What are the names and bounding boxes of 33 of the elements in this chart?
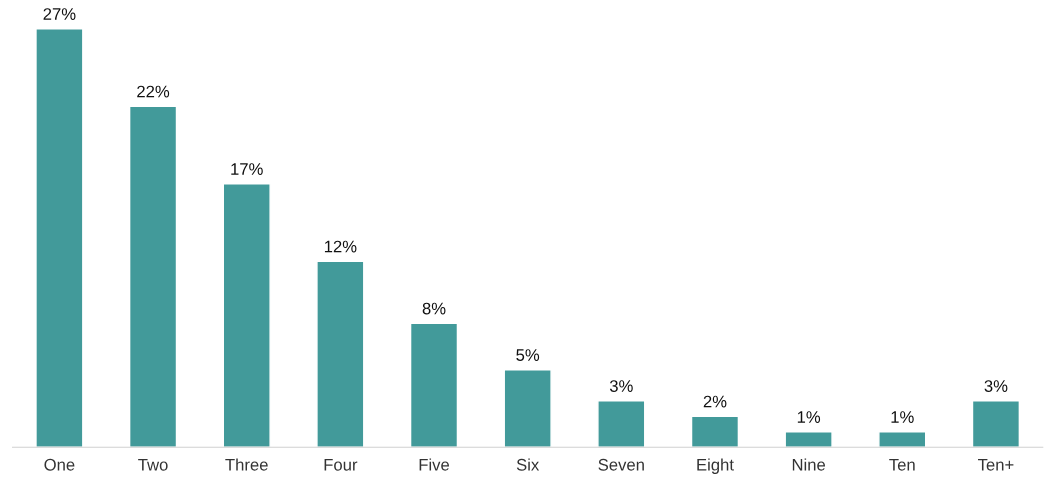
x-tick-label: Two [138, 459, 168, 471]
data-label: 8% [422, 302, 446, 315]
x-tick-label: Three [225, 458, 268, 471]
data-label: 1% [797, 411, 821, 423]
x-tick-label: Four [324, 459, 358, 471]
x-tick-label: Five [419, 458, 450, 471]
bar [971, 400, 1021, 448]
x-tick-label: Six [516, 458, 540, 471]
x-tick-label: Eight [697, 458, 734, 474]
x-tick-label: Seven [598, 458, 644, 471]
data-label: 5% [516, 349, 540, 361]
data-label: 2% [703, 395, 727, 408]
data-label: 22% [137, 85, 170, 98]
bar [35, 28, 84, 448]
x-tick-label: Nine [792, 458, 826, 471]
data-label: 27% [43, 8, 76, 20]
bar [222, 183, 271, 448]
bar [597, 400, 646, 448]
bar [409, 322, 459, 448]
data-label: 3% [609, 380, 633, 392]
data-label: 3% [984, 380, 1008, 392]
bar [690, 415, 740, 448]
x-tick-label: Ten [889, 459, 915, 471]
bar [128, 105, 178, 448]
data-label: 1% [891, 411, 914, 423]
x-tick-label: Ten+ [978, 459, 1014, 471]
data-label: 12% [324, 240, 357, 253]
bar [784, 431, 833, 448]
bar [316, 260, 365, 448]
data-label: 17% [231, 163, 263, 175]
bar [503, 369, 552, 448]
x-tick-label: One [44, 458, 75, 471]
bar [878, 431, 927, 448]
